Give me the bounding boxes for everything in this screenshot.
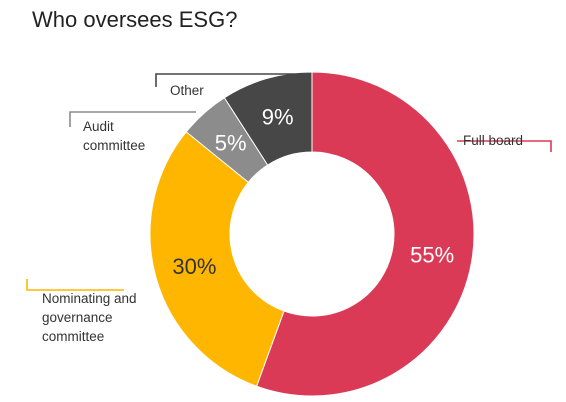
label-nominating: Nominating and governance committee [42, 291, 140, 344]
callout-line-full-board [457, 140, 552, 152]
label-audit-line-2: committee [83, 138, 145, 153]
callout-line-nominating [26, 279, 124, 291]
label-full-board: Full board [463, 133, 523, 148]
label-nominating-line-2: governance [42, 310, 113, 325]
label-nominating-line-3: committee [42, 329, 104, 344]
slice-other [223, 71, 313, 166]
slice-full-board [255, 71, 475, 397]
label-nominating-line-1: Nominating and [42, 291, 137, 306]
pct-label-other: 9% [262, 104, 294, 129]
chart-title: Who oversees ESG? [32, 7, 238, 32]
label-audit: Audit committee [83, 119, 145, 153]
label-full-board-text: Full board [463, 133, 523, 148]
callout-line-audit [69, 111, 196, 127]
label-other-text: Other [170, 83, 204, 98]
label-audit-line-1: Audit [83, 119, 114, 134]
pct-label-audit-committee: 5% [215, 131, 247, 156]
callout-line-other [155, 73, 303, 87]
label-other: Other [170, 83, 204, 98]
slice-nominating-and-governance-committee [149, 131, 285, 387]
pct-label-nominating-and-governance-committee: 30% [172, 254, 216, 279]
pct-label-full-board: 55% [410, 243, 454, 268]
